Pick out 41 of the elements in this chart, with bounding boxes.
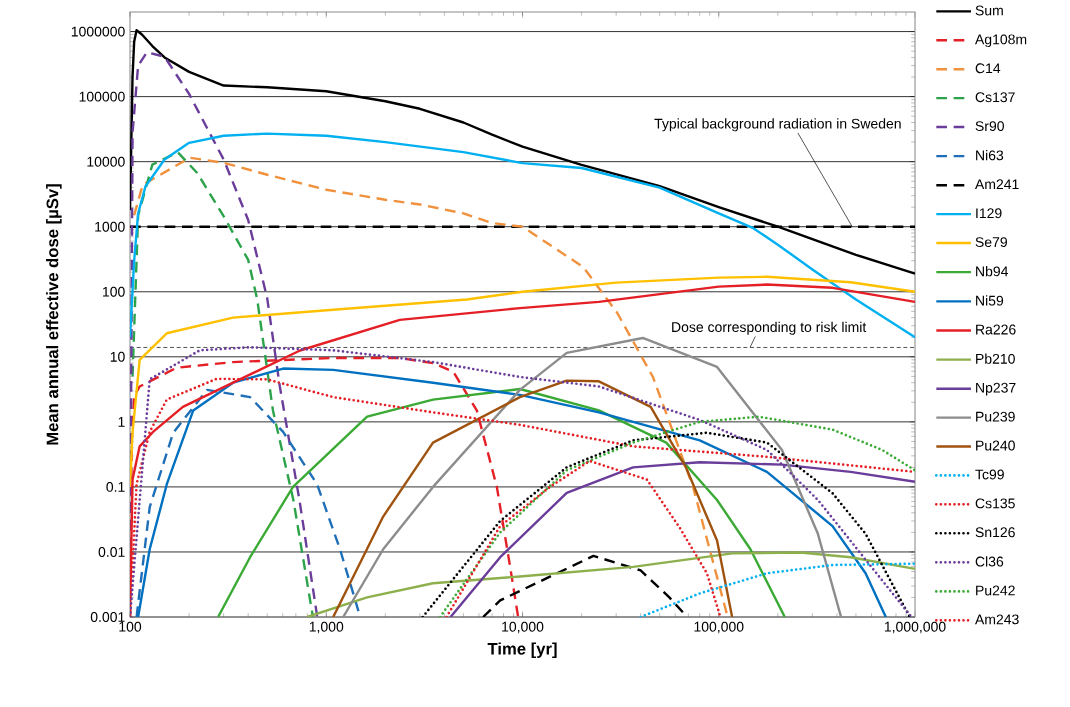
- y-tick-label: 10: [110, 351, 125, 362]
- ref-line-label: Typical background radiation in Sweden: [654, 118, 901, 132]
- y-tick-label: 1000000: [71, 26, 125, 37]
- x-axis-title: Time [yr]: [487, 642, 557, 658]
- legend-label: Am241: [975, 179, 1019, 190]
- x-tick-label: 1,000: [309, 621, 344, 634]
- x-tick-label: 100,000: [694, 621, 744, 634]
- legend-label: Cs135: [975, 498, 1015, 509]
- legend-label: Pb210: [976, 353, 1015, 364]
- y-tick-label: 10000: [87, 156, 125, 167]
- x-tick-label: 10,000: [502, 621, 544, 634]
- legend-label: Ag108m: [975, 34, 1027, 48]
- legend-label: Sr90: [975, 121, 1004, 132]
- x-tick-label: 1,000,000: [884, 621, 946, 634]
- y-tick-label: 100000: [79, 91, 125, 102]
- legend-label: Ra226: [976, 324, 1016, 335]
- legend-label: Se79: [975, 237, 1007, 248]
- legend-label: Pu242: [976, 585, 1015, 596]
- legend-label: Ni63: [976, 150, 1004, 161]
- legend-label: Am243: [975, 614, 1019, 625]
- legend-label: Pu240: [976, 440, 1015, 451]
- legend-label: I129: [976, 208, 1002, 219]
- legend-label: Cl36: [975, 556, 1004, 567]
- legend-label: C14: [975, 63, 1001, 74]
- ref-line-label: Dose corresponding to risk limit: [672, 321, 867, 335]
- y-axis-title: Mean annual effective dose [µSv]: [46, 184, 62, 445]
- legend-label: Pu239: [976, 411, 1015, 422]
- y-tick-label: 1: [118, 417, 125, 427]
- legend-label: Np237: [976, 382, 1016, 396]
- legend-label: Ni59: [976, 295, 1004, 306]
- legend-label: Tc99: [975, 469, 1004, 480]
- legend-label: Cs137: [975, 92, 1015, 103]
- legend-label: Nb94: [976, 266, 1009, 277]
- y-tick-label: 0.1: [106, 481, 125, 492]
- legend-label: Sn126: [975, 527, 1015, 538]
- y-tick-label: 0.001: [90, 612, 125, 622]
- y-tick-label: 0.01: [98, 547, 125, 557]
- legend-label: Sum: [975, 5, 1003, 16]
- y-tick-label: 1000: [95, 221, 125, 232]
- x-tick-label: 100: [119, 621, 142, 632]
- y-tick-label: 100: [103, 286, 125, 297]
